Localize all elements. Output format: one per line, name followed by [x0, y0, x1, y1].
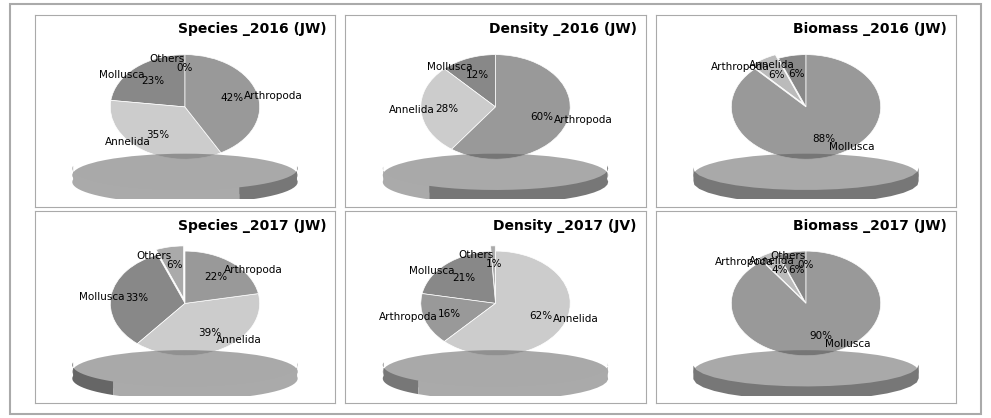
Polygon shape	[113, 363, 297, 400]
Text: Others: Others	[137, 251, 172, 261]
Polygon shape	[429, 166, 608, 204]
Text: 60%: 60%	[530, 112, 553, 122]
Text: Mollusca: Mollusca	[427, 62, 473, 72]
Wedge shape	[491, 246, 496, 298]
Text: 22%: 22%	[204, 272, 228, 282]
Wedge shape	[444, 251, 570, 356]
Text: Annelida: Annelida	[105, 138, 151, 148]
Polygon shape	[383, 166, 429, 199]
Wedge shape	[759, 251, 803, 300]
Text: 1%: 1%	[486, 259, 502, 269]
Ellipse shape	[383, 154, 608, 197]
Wedge shape	[138, 293, 260, 356]
Wedge shape	[421, 293, 496, 342]
Text: 33%: 33%	[126, 293, 149, 303]
Text: Arthropoda: Arthropoda	[715, 257, 774, 267]
Wedge shape	[444, 55, 496, 107]
Polygon shape	[418, 363, 608, 400]
Text: 62%: 62%	[529, 311, 552, 321]
Wedge shape	[185, 251, 259, 303]
Text: Arthropoda: Arthropoda	[245, 91, 303, 101]
Text: 6%: 6%	[789, 69, 805, 79]
Text: Annelida: Annelida	[552, 314, 599, 324]
Text: Annelida: Annelida	[749, 256, 795, 266]
Text: Annelida: Annelida	[749, 60, 795, 70]
Text: 6%: 6%	[166, 260, 182, 270]
Text: Mollusca: Mollusca	[409, 266, 455, 276]
Polygon shape	[239, 166, 297, 201]
Text: Annelida: Annelida	[216, 335, 262, 345]
Text: Mollusca: Mollusca	[825, 339, 870, 349]
Wedge shape	[156, 246, 183, 298]
Text: Arthropoda: Arthropoda	[379, 312, 437, 321]
Wedge shape	[452, 55, 570, 159]
Text: Arthropoda: Arthropoda	[554, 115, 612, 125]
Polygon shape	[72, 362, 113, 395]
Wedge shape	[422, 251, 496, 303]
Text: Annelida: Annelida	[388, 104, 434, 115]
Text: 21%: 21%	[452, 273, 475, 283]
Text: 0%: 0%	[176, 63, 193, 73]
Text: Density _2016 (JW): Density _2016 (JW)	[489, 22, 637, 36]
Text: Others: Others	[458, 250, 494, 260]
Polygon shape	[383, 362, 418, 394]
Polygon shape	[694, 364, 919, 400]
Text: 35%: 35%	[146, 130, 169, 140]
Wedge shape	[110, 255, 185, 344]
Wedge shape	[421, 69, 496, 149]
Ellipse shape	[694, 154, 919, 197]
Text: 90%: 90%	[810, 331, 832, 341]
Text: 12%: 12%	[466, 70, 490, 80]
Ellipse shape	[72, 154, 297, 197]
Text: 16%: 16%	[438, 309, 461, 319]
Ellipse shape	[383, 350, 608, 393]
Text: Arthropoda: Arthropoda	[224, 265, 282, 275]
Wedge shape	[185, 55, 260, 153]
Text: Biomass _2017 (JW): Biomass _2017 (JW)	[794, 219, 947, 233]
Text: Mollusca: Mollusca	[828, 142, 874, 152]
Text: Arthropoda: Arthropoda	[712, 62, 770, 72]
Text: Density _2017 (JV): Density _2017 (JV)	[494, 219, 637, 233]
Text: Others: Others	[150, 54, 185, 64]
Text: 23%: 23%	[142, 76, 165, 87]
Wedge shape	[751, 55, 803, 103]
Text: Mollusca: Mollusca	[99, 70, 145, 80]
Text: 28%: 28%	[435, 104, 459, 114]
Text: 4%: 4%	[771, 265, 788, 275]
Wedge shape	[731, 251, 881, 356]
Text: 42%: 42%	[220, 94, 244, 104]
Ellipse shape	[72, 350, 297, 393]
Wedge shape	[110, 100, 221, 159]
Polygon shape	[72, 166, 239, 204]
Text: Species _2016 (JW): Species _2016 (JW)	[177, 22, 326, 36]
Ellipse shape	[694, 350, 919, 393]
Text: 0%: 0%	[798, 260, 815, 270]
Text: 6%: 6%	[769, 70, 785, 80]
Wedge shape	[779, 251, 806, 303]
Text: 6%: 6%	[789, 265, 805, 275]
Text: Mollusca: Mollusca	[79, 292, 125, 302]
Text: 88%: 88%	[813, 133, 835, 143]
Polygon shape	[694, 167, 919, 204]
Text: 39%: 39%	[198, 328, 221, 338]
Text: Biomass _2016 (JW): Biomass _2016 (JW)	[794, 22, 947, 36]
Wedge shape	[779, 55, 806, 107]
Text: Species _2017 (JW): Species _2017 (JW)	[177, 219, 326, 233]
Wedge shape	[111, 55, 185, 107]
Text: Others: Others	[771, 251, 806, 261]
Wedge shape	[731, 55, 881, 159]
